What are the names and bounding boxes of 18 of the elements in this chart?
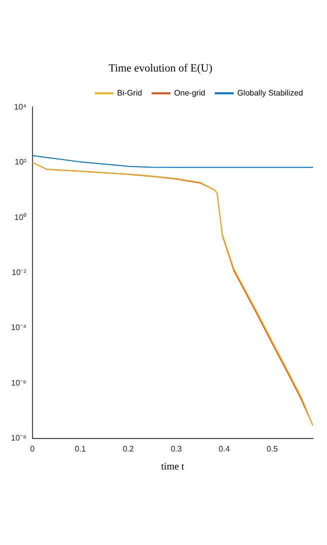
- legend-label: Bi-Grid: [117, 88, 142, 98]
- y-tick-label: 10⁻⁶: [11, 378, 26, 388]
- legend-label: Globally Stabilized: [237, 88, 303, 98]
- y-tick-label: 10⁰: [14, 212, 26, 222]
- chart-title: Time evolution of E(U): [108, 62, 213, 74]
- x-tick-label: 0.3: [170, 444, 182, 454]
- x-axis-title: time t: [161, 462, 184, 473]
- y-tick-label: 10⁻²: [12, 268, 27, 278]
- x-tick-label: 0.5: [266, 444, 278, 454]
- y-tick-label: 10⁻⁸: [11, 434, 26, 443]
- y-tick-label: 10⁴: [14, 102, 27, 112]
- x-tick-label: 0: [30, 444, 36, 454]
- x-tick-label: 0.1: [74, 444, 86, 454]
- x-tick-label: 0.2: [122, 444, 134, 454]
- y-tick-label: 10²: [14, 158, 27, 167]
- y-tick-label: 10⁻⁴: [10, 323, 27, 332]
- legend-label: One-grid: [174, 88, 206, 98]
- x-tick-label: 0.4: [218, 444, 230, 454]
